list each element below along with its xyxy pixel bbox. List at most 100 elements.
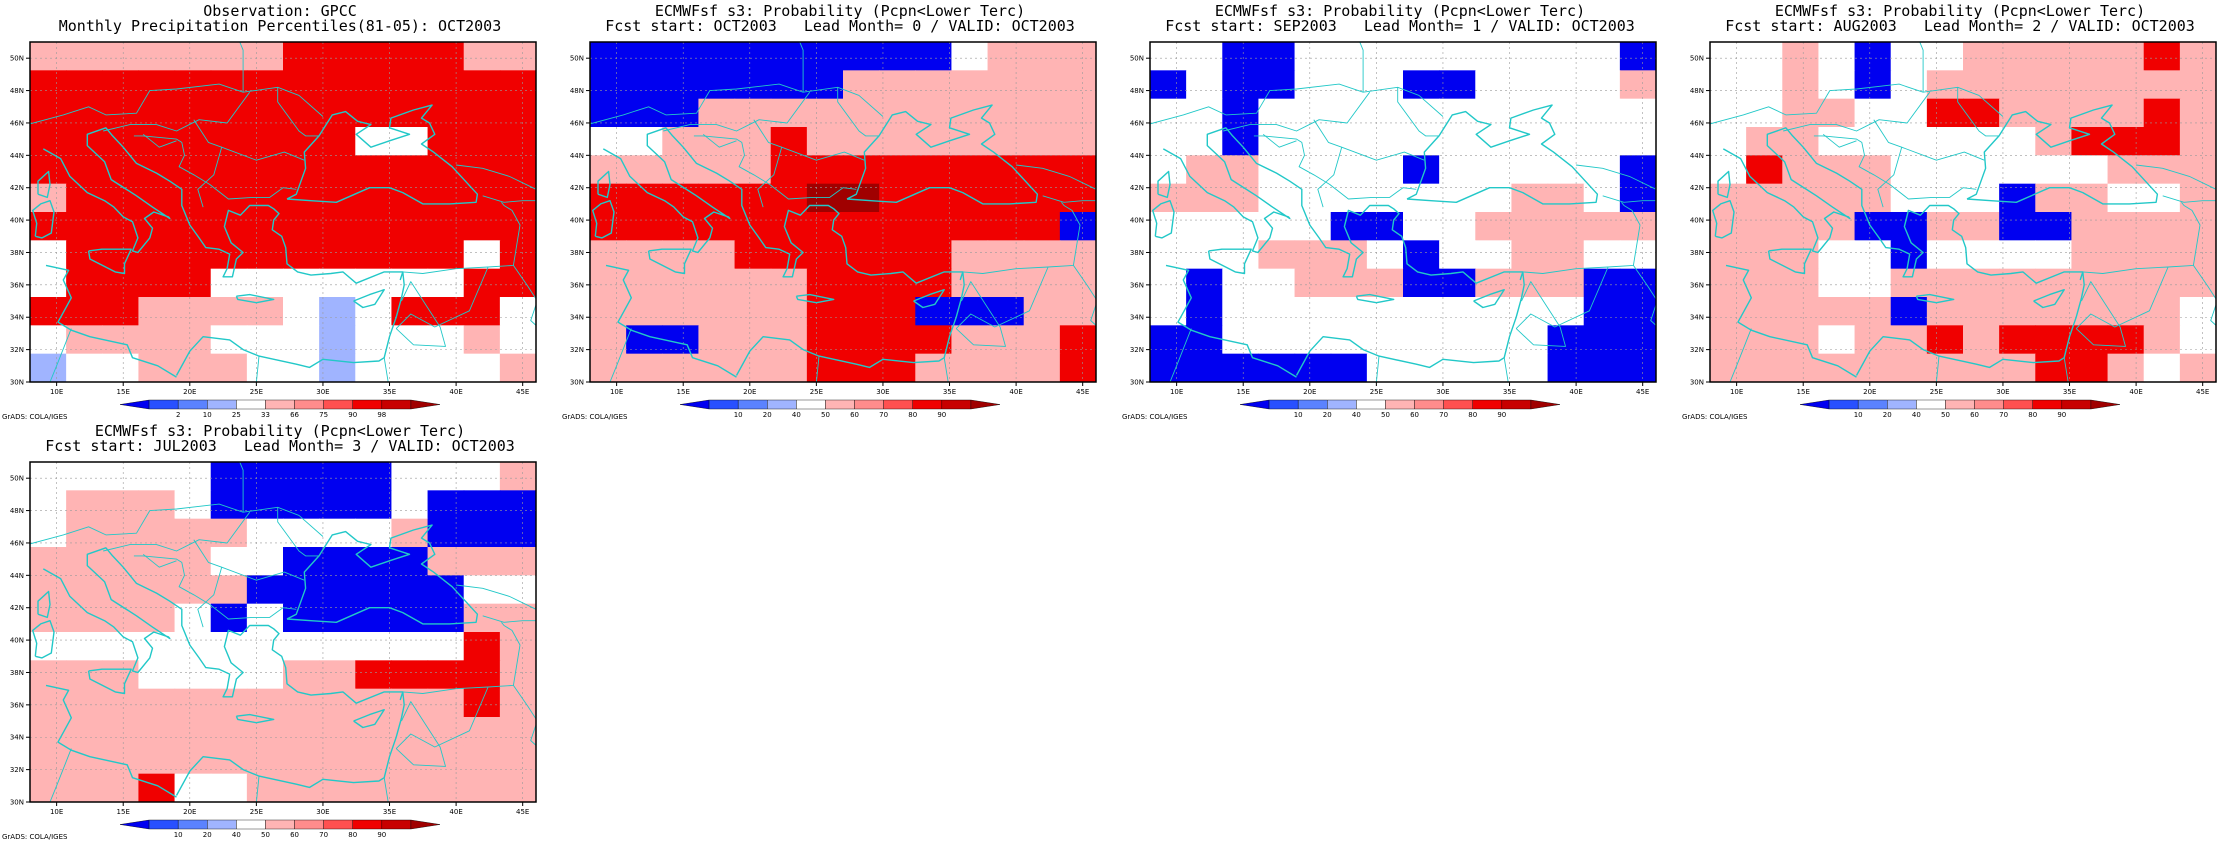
coastline: [959, 271, 964, 281]
grid-cell: [1023, 212, 1061, 241]
lat-tick-label: 32N: [1130, 346, 1144, 354]
lon-tick-label: 25E: [250, 808, 263, 816]
grid-cell: [2107, 325, 2145, 355]
grid-cell: [843, 353, 880, 382]
country-border: [781, 146, 865, 161]
grid-cell: [1366, 325, 1404, 355]
grid-cell: [1963, 297, 2000, 326]
grid-cell: [1475, 240, 1513, 270]
coastline: [399, 691, 404, 701]
coastline: [647, 248, 692, 275]
map-area: [30, 42, 536, 382]
probability-map: 10E 15E 20E 25E 30E 35E 40E 45E 30N 32N 34N 36N 38N 4…: [570, 41, 1120, 419]
country-border: [1633, 265, 1656, 327]
map-frame: [589, 41, 1097, 383]
grid-cell: [1818, 353, 1856, 382]
grid-cell: [1059, 297, 1096, 326]
grid-cell: [1818, 98, 1856, 128]
grid-cell: [843, 70, 880, 100]
grid-cell: [1511, 98, 1549, 128]
country-border: [49, 748, 72, 802]
grid-cell: [1854, 240, 1892, 270]
grid-cell: [463, 575, 501, 605]
grid-cell: [662, 240, 700, 270]
grid-cell: [391, 462, 429, 491]
grid-cell: [30, 70, 67, 100]
grid-cell: [1926, 42, 1964, 71]
legend-swatch: [1472, 399, 1503, 410]
country-border: [193, 539, 223, 628]
legend-swatch: [148, 399, 179, 410]
legend-swatch: [177, 819, 208, 830]
grid-cell: [1222, 212, 1260, 241]
grid-cell: [1926, 268, 1964, 298]
grid-cell: [1854, 325, 1892, 355]
legend-label: 10: [203, 411, 212, 419]
map-frame: [29, 461, 537, 803]
legend-label: 20: [763, 411, 772, 419]
lat-tick-label: 48N: [1130, 87, 1144, 95]
grid-cell: [1746, 155, 1783, 185]
grid-cell: [66, 240, 103, 270]
country-border: [1073, 265, 1096, 327]
grid-cell: [1999, 183, 2036, 213]
grid-cell: [1710, 240, 1747, 270]
panel-title: ECMWFsf s3: Probability (Pcpn<Lower Terc…: [1774, 2, 2146, 20]
legend-label: 10: [1294, 411, 1303, 419]
grid-cell: [283, 70, 320, 100]
grid-cell: [283, 518, 320, 548]
legend-label: 70: [319, 831, 328, 839]
grid-cell: [1999, 127, 2036, 156]
coastline: [1109, 172, 1120, 272]
legend-swatch: [1501, 399, 1532, 410]
grid-cell: [1818, 70, 1856, 100]
grid-cell: [590, 268, 627, 298]
grid-cell: [210, 575, 248, 605]
grid-cell: [283, 632, 320, 661]
legend-swatch: [737, 399, 768, 410]
lat-tick-label: 38N: [1690, 249, 1704, 257]
legend-label: 80: [2028, 411, 2037, 419]
grid-cell: [2107, 70, 2145, 100]
grid-cell: [1818, 42, 1856, 71]
grid-cell: [770, 155, 808, 185]
coastline: [353, 289, 385, 309]
lat-tick-label: 30N: [1690, 379, 1704, 387]
legend-label: 40: [232, 831, 241, 839]
grid-cell: [138, 575, 176, 605]
grid-cell: [138, 268, 176, 298]
coastline: [1165, 264, 1297, 378]
grid-cell: [463, 490, 501, 520]
legend-swatch: [1530, 399, 1561, 410]
grid-cell: [1023, 98, 1061, 128]
grid-cell: [427, 325, 465, 355]
lat-tick-label: 50N: [1690, 55, 1704, 63]
grid-cell: [283, 353, 320, 382]
grid-cell: [698, 353, 736, 382]
grads-credit: GrADS: COLA/IGES: [2, 413, 68, 421]
grads-credit: GrADS: COLA/IGES: [562, 413, 628, 421]
grid-cell: [319, 155, 356, 185]
grid-cell: [246, 773, 284, 802]
lon-tick-label: 40E: [1569, 388, 1582, 396]
grid-cell: [463, 717, 501, 746]
grid-cell: [1330, 268, 1368, 298]
grid-cell: [1782, 212, 1820, 241]
legend-swatch: [2003, 399, 2033, 410]
grid-cell: [1222, 70, 1260, 100]
grid-cell: [138, 212, 176, 241]
grid-cell: [1439, 212, 1476, 241]
map-panel-lead1: ECMWFsf s3: Probability (Pcpn<Lower Terc…: [1120, 0, 1680, 421]
legend-label: 90: [937, 411, 946, 419]
grid-cell: [1258, 42, 1296, 71]
coastline: [1717, 170, 1731, 199]
lat-tick-label: 34N: [1130, 314, 1144, 322]
legend-label: 90: [377, 831, 386, 839]
grid-cell: [879, 240, 916, 270]
grid-cell: [1710, 353, 1747, 382]
grads-credit: GrADS: COLA/IGES: [2, 833, 68, 841]
legend-swatch: [1974, 399, 2004, 410]
grid-cell: [1746, 353, 1783, 382]
grid-cell: [662, 155, 700, 185]
grid-cell: [1258, 212, 1296, 241]
